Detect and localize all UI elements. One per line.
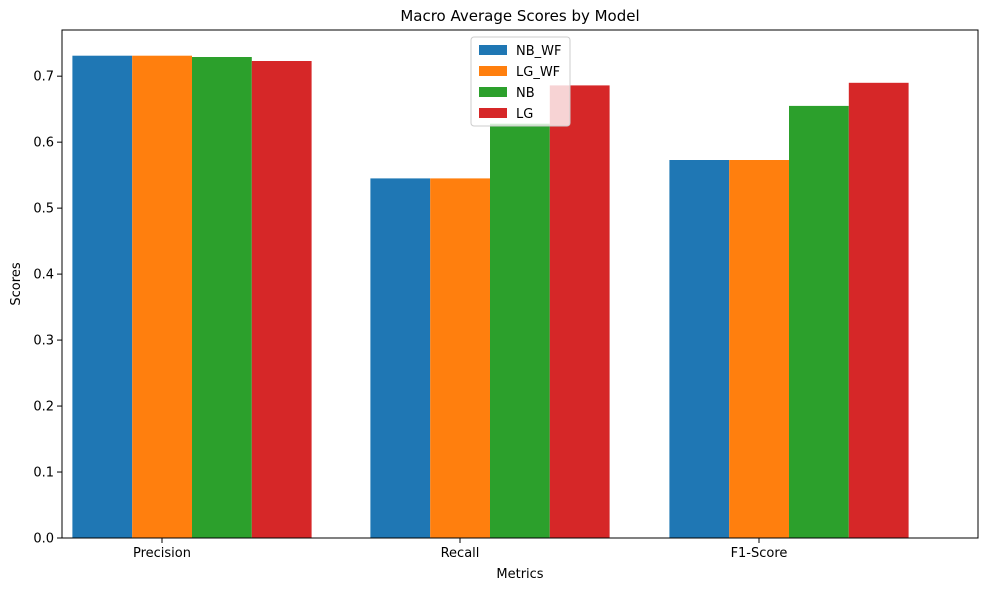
bar-nb-f1-score bbox=[789, 105, 849, 539]
y-tick-label: 0.5 bbox=[33, 202, 54, 217]
legend-label: LG_WF bbox=[516, 65, 560, 80]
bar-lg-f1-score bbox=[848, 82, 909, 539]
y-axis-ticks: 0.0 0.1 0.2 0.3 0.4 0.5 0.6 0.7 bbox=[33, 70, 62, 547]
legend-swatch bbox=[479, 87, 507, 97]
x-tick-label: F1-Score bbox=[731, 546, 788, 561]
legend-label: NB bbox=[516, 86, 535, 101]
x-tick-label: Recall bbox=[441, 546, 480, 561]
x-axis-ticks: Precision Recall F1-Score bbox=[133, 538, 787, 561]
legend-swatch bbox=[479, 45, 507, 55]
legend-swatch bbox=[479, 66, 507, 76]
legend-frame bbox=[470, 36, 571, 127]
bar-lg-wf-f1-score bbox=[729, 160, 789, 538]
legend-swatch bbox=[479, 108, 507, 118]
plot-frame bbox=[61, 29, 979, 539]
chart-title: Macro Average Scores by Model bbox=[400, 7, 639, 25]
bar-lg-precision bbox=[251, 61, 312, 538]
y-tick-label: 0.7 bbox=[33, 70, 54, 85]
legend: NB_WF LG_WF NB LG bbox=[470, 36, 571, 127]
y-tick-label: 0.6 bbox=[33, 136, 54, 151]
y-tick-label: 0.2 bbox=[33, 400, 54, 415]
bar-nb-recall bbox=[490, 123, 550, 538]
bar-nb-wf-f1-score bbox=[669, 160, 730, 538]
bar-lg-recall bbox=[549, 85, 610, 539]
bar-nb-wf-recall bbox=[370, 178, 431, 538]
bar-lg-wf-recall bbox=[430, 178, 490, 538]
bar-lg-wf-precision bbox=[132, 55, 192, 538]
y-axis-label: Scores bbox=[9, 262, 24, 305]
y-tick-label: 0.3 bbox=[33, 334, 54, 349]
legend-label: NB_WF bbox=[516, 44, 561, 59]
bar-nb-wf-precision bbox=[72, 55, 133, 538]
y-tick-label: 0.4 bbox=[33, 268, 54, 283]
bar-nb-precision bbox=[192, 57, 252, 538]
legend-label: LG bbox=[516, 107, 533, 122]
x-axis-label: Metrics bbox=[496, 567, 543, 582]
bars-layer bbox=[72, 55, 909, 539]
y-tick-label: 0.1 bbox=[33, 466, 54, 481]
x-tick-label: Precision bbox=[133, 546, 191, 561]
y-tick-label: 0.0 bbox=[33, 532, 54, 547]
